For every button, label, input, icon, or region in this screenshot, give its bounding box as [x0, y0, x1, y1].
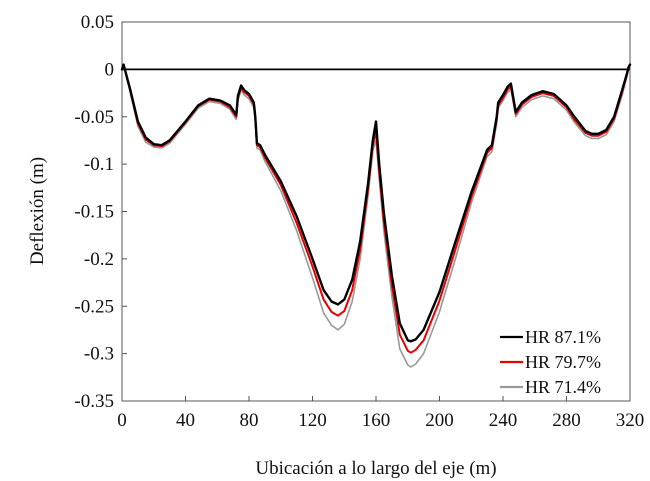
- legend: HR 87.1% HR 79.7% HR 71.4%: [500, 327, 601, 397]
- y-tick-label: -0.2: [84, 249, 114, 270]
- legend-label-hr-87: HR 87.1%: [525, 327, 601, 347]
- legend-label-hr-79: HR 79.7%: [525, 352, 601, 372]
- series-line-hr-71-4: [121, 63, 631, 368]
- x-tick-label: 200: [425, 410, 454, 431]
- y-tick-label: -0.05: [74, 107, 114, 128]
- series-lines: [120, 63, 632, 368]
- x-axis-title: Ubicación a lo largo del eje (m): [255, 458, 496, 479]
- y-tick-label: -0.15: [74, 202, 114, 223]
- series-line-hr-87-1: [120, 63, 632, 343]
- y-axis-title: Deflexión (m): [27, 157, 48, 265]
- series-line-hr-79-7: [121, 63, 631, 354]
- x-tick-label: 40: [176, 410, 195, 431]
- y-tick-label: -0.1: [84, 154, 114, 175]
- x-tick-label: 160: [362, 410, 391, 431]
- x-axis-ticks: 0 40 80 120 160 200 240 280 320: [117, 396, 644, 431]
- x-tick-label: 240: [489, 410, 518, 431]
- x-tick-label: 80: [240, 410, 259, 431]
- x-tick-label: 0: [117, 410, 127, 431]
- y-tick-label: -0.3: [84, 344, 114, 365]
- y-tick-label: 0.05: [81, 12, 114, 33]
- x-tick-label: 320: [616, 410, 645, 431]
- y-tick-label: -0.25: [74, 296, 114, 317]
- legend-label-hr-71: HR 71.4%: [525, 377, 601, 397]
- x-tick-label: 120: [298, 410, 327, 431]
- x-tick-label: 280: [552, 410, 581, 431]
- y-tick-label: 0: [105, 59, 115, 80]
- y-tick-label: -0.35: [74, 391, 114, 412]
- y-axis-ticks: 0.05 0 -0.05 -0.1 -0.15 -0.2 -0.25 -0.3 -0.35: [74, 12, 127, 412]
